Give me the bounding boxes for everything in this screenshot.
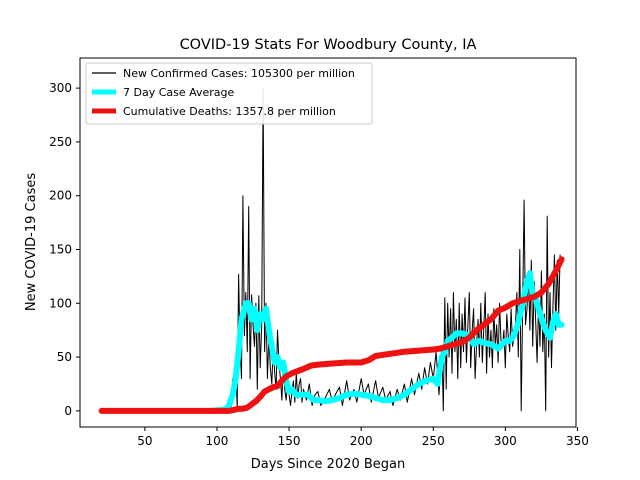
x-tick-label: 100 [206, 434, 229, 448]
y-tick-label: 150 [49, 242, 72, 256]
x-axis-label: Days Since 2020 Began [251, 457, 406, 472]
legend-label-deaths: Cumulative Deaths: 1357.8 per million [123, 105, 336, 118]
legend-label-average: 7 Day Case Average [123, 86, 235, 99]
x-tick-label: 250 [422, 434, 445, 448]
y-tick-label: 250 [49, 135, 72, 149]
series-layer [98, 87, 565, 414]
y-tick-label: 50 [57, 350, 72, 364]
x-tick-label: 300 [494, 434, 517, 448]
y-axis: 0 50 100 150 200 250 300 [49, 81, 80, 418]
series-line-0 [101, 87, 561, 412]
x-tick-label: 350 [566, 434, 589, 448]
y-tick-label: 300 [49, 81, 72, 95]
legend-box [85, 62, 373, 125]
legend-label-cases: New Confirmed Cases: 105300 per million [123, 67, 355, 80]
legend: New Confirmed Cases: 105300 per million … [85, 62, 373, 125]
y-tick-label: 200 [49, 189, 72, 203]
x-tick-label: 200 [350, 434, 373, 448]
series-line-2 [98, 256, 565, 414]
series-line-1 [206, 270, 565, 414]
plot-frame [79, 57, 577, 428]
y-tick-label: 0 [64, 404, 72, 418]
chart-title: COVID-19 Stats For Woodbury County, IA [180, 37, 477, 53]
x-axis: 50 100 150 200 250 300 350 [137, 427, 589, 448]
x-tick-label: 50 [137, 434, 152, 448]
x-tick-label: 150 [278, 434, 301, 448]
y-tick-label: 100 [49, 296, 72, 310]
y-axis-label: New COVID-19 Cases [24, 173, 39, 311]
